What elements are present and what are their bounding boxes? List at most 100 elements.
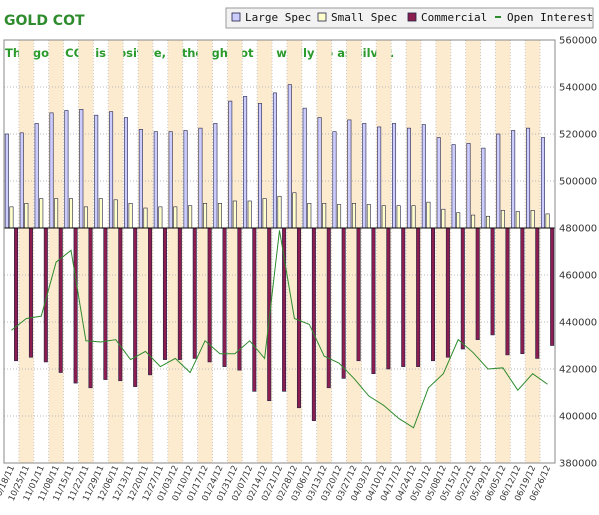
- small-spec-bar: [158, 206, 163, 229]
- commercial-bar: [296, 227, 301, 409]
- y-tick-label: 540000: [559, 83, 597, 94]
- small-spec-bar: [441, 208, 446, 229]
- large-spec-bar: [377, 126, 382, 229]
- small-spec-bar: [530, 210, 535, 229]
- small-spec-bar: [337, 204, 342, 229]
- chart-title: GOLD COT: [4, 13, 85, 29]
- small-spec-bar: [396, 205, 401, 229]
- large-spec-bar: [436, 137, 441, 229]
- large-spec-bar: [123, 117, 128, 229]
- y-tick-label: 560000: [559, 36, 597, 47]
- small-spec-bar: [24, 203, 29, 229]
- large-spec-bar: [332, 131, 337, 229]
- small-spec-bar: [173, 206, 178, 229]
- y-tick-label: 440000: [559, 318, 597, 329]
- commercial-bar: [326, 227, 331, 389]
- large-spec-bar: [153, 131, 158, 229]
- commercial-bar: [356, 227, 361, 362]
- small-spec-bar: [456, 212, 461, 229]
- large-spec-bar: [49, 112, 54, 229]
- large-spec-bar: [94, 114, 99, 229]
- large-spec-bar: [526, 127, 531, 229]
- small-spec-bar: [9, 206, 14, 229]
- large-spec-bar: [258, 103, 263, 229]
- legend-swatch: [407, 12, 417, 22]
- small-spec-bar: [500, 210, 505, 229]
- small-spec-bar: [322, 203, 327, 229]
- small-spec-bar: [54, 198, 59, 229]
- large-spec-bar: [511, 130, 516, 229]
- small-spec-bar: [128, 203, 133, 229]
- small-spec-bar: [232, 200, 237, 229]
- commercial-bar: [177, 227, 182, 360]
- small-spec-bar: [411, 205, 416, 229]
- commercial-bar: [490, 227, 495, 336]
- large-spec-bar: [109, 111, 114, 229]
- large-spec-bar: [347, 119, 352, 229]
- y-tick-label: 480000: [559, 224, 597, 235]
- large-spec-bar: [451, 144, 456, 229]
- large-spec-bar: [4, 133, 9, 229]
- large-spec-bar: [540, 137, 545, 229]
- commercial-bar: [311, 227, 316, 421]
- commercial-bar: [118, 227, 123, 382]
- large-spec-bar: [243, 96, 248, 229]
- small-spec-bar: [426, 201, 431, 229]
- commercial-bar: [103, 227, 108, 380]
- large-spec-bar: [19, 132, 24, 229]
- commercial-bar: [88, 227, 93, 389]
- commercial-bar: [535, 227, 540, 359]
- small-spec-bar: [39, 198, 44, 229]
- large-spec-bar: [64, 110, 69, 229]
- large-spec-bar: [481, 147, 486, 229]
- large-spec-bar: [421, 124, 426, 229]
- commercial-bar: [207, 227, 212, 363]
- large-spec-bar: [34, 123, 39, 229]
- small-spec-bar: [307, 203, 312, 229]
- commercial-bar: [162, 227, 167, 360]
- large-spec-bar: [287, 84, 292, 229]
- y-tick-label: 400000: [559, 412, 597, 423]
- commercial-bar: [14, 227, 19, 362]
- commercial-bar: [475, 227, 480, 340]
- commercial-bar: [416, 227, 421, 367]
- small-spec-bar: [203, 203, 208, 229]
- commercial-bar: [28, 227, 33, 358]
- large-spec-bar: [183, 130, 188, 229]
- small-spec-bar: [69, 198, 74, 229]
- y-tick-label: 520000: [559, 130, 597, 141]
- small-spec-bar: [247, 200, 252, 229]
- legend-label: Small Spec: [331, 11, 397, 24]
- legend-label: Commercial: [421, 11, 487, 24]
- plot-area: [3, 39, 556, 464]
- commercial-bar: [148, 227, 153, 376]
- small-spec-bar: [351, 203, 356, 229]
- large-spec-bar: [392, 123, 397, 229]
- legend-label: Large Spec: [245, 11, 311, 24]
- legend: Large Spec Small Spec Commercial Open Inter…: [225, 7, 594, 29]
- commercial-bar: [58, 227, 63, 373]
- large-spec-bar: [228, 100, 233, 229]
- commercial-bar: [133, 227, 138, 387]
- y-tick-label: 460000: [559, 271, 597, 282]
- commercial-bar: [341, 227, 346, 379]
- commercial-bar: [550, 227, 555, 346]
- small-spec-bar: [545, 213, 550, 229]
- small-spec-bar: [217, 203, 222, 229]
- legend-swatch: [317, 12, 327, 22]
- large-spec-bar: [362, 123, 367, 229]
- plot-frame: [3, 39, 556, 464]
- large-spec-bar: [198, 127, 203, 229]
- commercial-bar: [386, 227, 391, 370]
- large-spec-bar: [466, 143, 471, 229]
- commercial-bar: [505, 227, 510, 356]
- commercial-bar: [520, 227, 525, 355]
- large-spec-bar: [79, 109, 84, 229]
- small-spec-bar: [292, 192, 297, 229]
- commercial-bar: [431, 227, 436, 362]
- legend-swatch: [231, 12, 241, 22]
- legend-label: Open Interest: [507, 11, 593, 24]
- commercial-bar: [445, 227, 450, 358]
- small-spec-bar: [83, 206, 88, 229]
